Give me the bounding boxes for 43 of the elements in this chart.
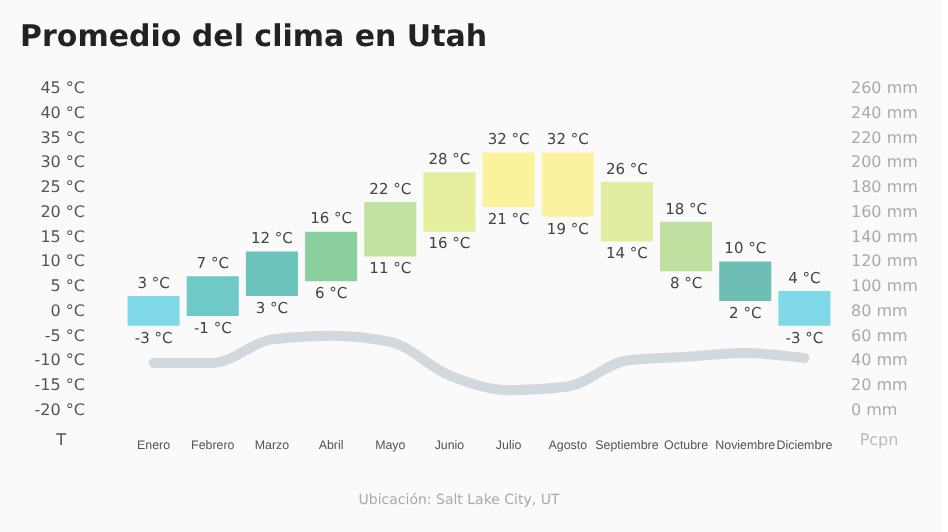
y-tick-label: -5 °C: [44, 326, 86, 345]
chart-title: Promedio del clima en Utah: [20, 18, 488, 54]
y2-tick-label: 140 mm: [851, 227, 919, 246]
y-axis-title: T: [54, 431, 67, 449]
y-tick-label: 10 °C: [40, 252, 86, 271]
y-tick-label: 40 °C: [40, 103, 86, 122]
y-tick-label: 45 °C: [40, 79, 86, 97]
y-tick-label: -20 °C: [34, 401, 86, 419]
y-tick-label: -10 °C: [34, 351, 86, 370]
y-tick-label: 35 °C: [40, 128, 86, 147]
y-tick-label: 25 °C: [40, 178, 86, 197]
y2-tick-label: 260 mm: [851, 79, 919, 97]
bar: [660, 221, 713, 272]
bar: [245, 251, 298, 297]
y2-axis-title: Pcpn: [859, 431, 899, 449]
bar: [778, 291, 831, 326]
bar: [186, 276, 239, 316]
bar: [364, 201, 417, 257]
y2-tick-label: 240 mm: [851, 103, 919, 122]
y2-tick-label: 20 mm: [851, 376, 909, 395]
y2-tick-label: 100 mm: [851, 277, 919, 296]
y2-tick-label: 200 mm: [851, 153, 919, 172]
bar: [423, 172, 476, 232]
y-tick-label: -15 °C: [34, 376, 86, 395]
y2-tick-label: 220 mm: [851, 128, 919, 147]
y-tick-label: 5 °C: [50, 277, 86, 296]
bar: [600, 182, 653, 242]
y2-tick-label: 0 mm: [851, 401, 898, 419]
y2-tick-label: 40 mm: [851, 351, 909, 370]
bar: [719, 261, 772, 302]
y-tick-label: 30 °C: [40, 153, 86, 172]
bar: [541, 152, 594, 217]
bar: [305, 231, 358, 282]
y-tick-label: 15 °C: [40, 227, 86, 246]
y2-tick-label: 160 mm: [851, 202, 919, 221]
y2-tick-label: 180 mm: [851, 178, 919, 197]
y-tick-label: 0 °C: [50, 301, 86, 320]
y2-tick-label: 80 mm: [851, 301, 909, 320]
y2-tick-label: 60 mm: [851, 326, 909, 345]
bar: [127, 296, 180, 326]
bar: [482, 152, 535, 207]
y2-tick-label: 120 mm: [851, 252, 919, 271]
y-tick-label: 20 °C: [40, 202, 86, 221]
